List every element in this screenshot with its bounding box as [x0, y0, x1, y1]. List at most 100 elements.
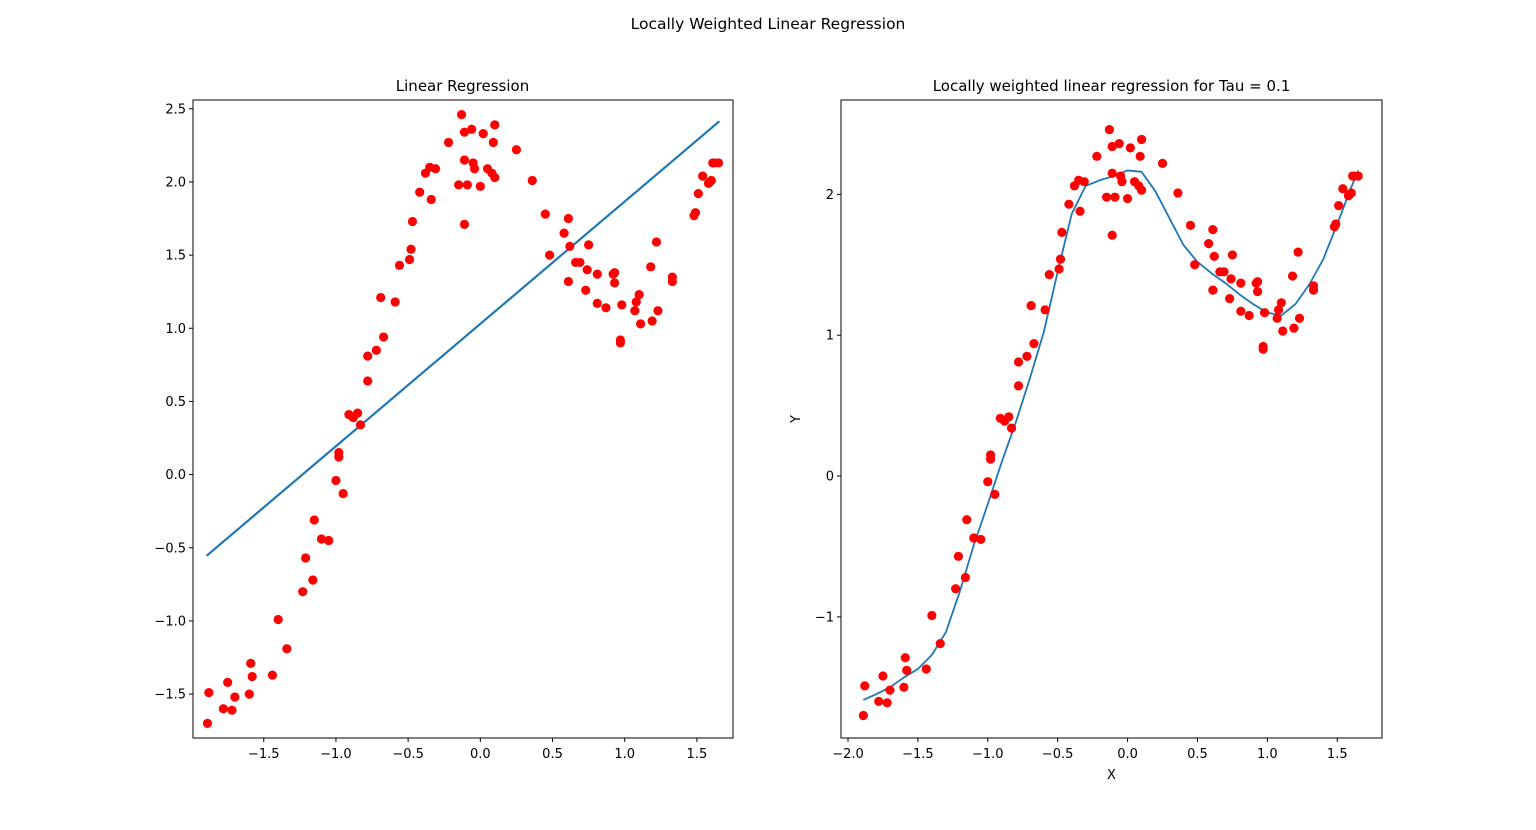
y-tick-label: 2.0 — [165, 175, 186, 190]
data-point — [902, 665, 912, 675]
data-point — [1107, 168, 1117, 178]
data-point — [634, 290, 644, 300]
regression-line — [205, 120, 721, 557]
data-point — [246, 658, 256, 668]
data-point — [1075, 206, 1085, 216]
data-point — [559, 228, 569, 238]
data-point — [1110, 192, 1120, 202]
data-point — [690, 208, 701, 218]
data-point — [581, 285, 591, 295]
y-tick-label: −1 — [815, 610, 834, 625]
x-tick-label: 0.0 — [1117, 747, 1138, 762]
data-point — [462, 180, 472, 190]
data-point — [1334, 201, 1344, 211]
data-point — [1259, 308, 1270, 318]
x-tick-label: −1.5 — [248, 747, 280, 762]
data-point — [1029, 339, 1039, 349]
data-point — [390, 297, 400, 307]
data-point — [1013, 357, 1024, 367]
data-point — [1244, 310, 1254, 321]
data-point — [1293, 247, 1303, 257]
plot-frame — [840, 99, 1383, 739]
data-point — [631, 297, 641, 307]
y-tick-label: 0.0 — [165, 468, 186, 483]
data-point — [394, 260, 405, 270]
data-point — [273, 614, 283, 625]
data-point — [874, 696, 884, 706]
data-point — [1022, 351, 1032, 361]
data-point — [223, 677, 233, 687]
data-point — [1278, 326, 1288, 336]
data-point — [218, 704, 228, 714]
data-point — [282, 644, 292, 654]
data-point — [1107, 230, 1117, 240]
data-point — [610, 278, 620, 288]
data-point — [363, 376, 373, 386]
data-point — [202, 718, 213, 728]
data-point — [1136, 185, 1147, 195]
x-tick-label: −0.5 — [392, 747, 424, 762]
figure-suptitle: Locally Weighted Linear Regression — [631, 15, 906, 33]
data-point — [698, 171, 708, 181]
data-point — [1272, 313, 1282, 323]
data-point — [899, 682, 909, 692]
y-tick-label: 0.5 — [165, 395, 186, 410]
data-point — [324, 535, 334, 546]
data-point — [592, 269, 602, 279]
data-point — [334, 452, 344, 462]
data-point — [953, 551, 964, 561]
data-point — [298, 587, 308, 597]
y-axis-label: Y — [789, 415, 804, 424]
data-point — [1026, 301, 1036, 311]
data-point — [563, 213, 574, 224]
data-point — [927, 610, 937, 621]
data-point — [921, 664, 931, 674]
data-point — [1054, 264, 1064, 274]
data-point — [1204, 239, 1214, 249]
data-point — [601, 303, 611, 313]
data-point — [1225, 293, 1235, 304]
data-point — [244, 689, 254, 699]
data-point — [1236, 306, 1246, 316]
data-points — [858, 124, 1363, 721]
data-point — [882, 698, 892, 708]
data-point — [951, 584, 961, 594]
data-point — [1102, 192, 1112, 202]
data-point — [985, 454, 996, 464]
chart-title: Locally weighted linear regression for T… — [933, 77, 1291, 95]
data-point — [309, 515, 319, 525]
data-point — [584, 240, 594, 250]
x-tick-label: −0.5 — [1042, 747, 1074, 762]
data-point — [467, 124, 477, 134]
y-axis: −1 0 1 2 — [815, 188, 841, 625]
data-point — [1104, 124, 1115, 135]
data-point — [406, 244, 416, 254]
data-point — [617, 300, 627, 310]
data-point — [1276, 298, 1286, 308]
data-point — [615, 338, 625, 348]
data-point — [1236, 278, 1246, 288]
y-tick-label: 0 — [826, 470, 834, 485]
data-point — [667, 276, 677, 287]
data-point — [1006, 423, 1017, 433]
x-tick-label: 1.0 — [614, 747, 635, 762]
data-point — [1107, 141, 1117, 152]
y-tick-label: 1.5 — [165, 249, 186, 264]
data-point — [563, 276, 574, 287]
data-point — [454, 180, 464, 190]
data-point — [430, 164, 441, 174]
data-point — [858, 710, 868, 721]
data-point — [900, 653, 910, 663]
x-tick-label: −1.0 — [972, 747, 1004, 762]
data-point — [582, 265, 592, 275]
fit-curve — [863, 169, 1360, 701]
data-point — [1258, 344, 1268, 354]
data-point — [301, 553, 311, 563]
data-point — [227, 705, 237, 715]
data-point — [1190, 260, 1200, 270]
data-point — [693, 189, 703, 199]
lwlr-curve — [863, 169, 1360, 701]
data-point — [1135, 151, 1145, 161]
data-point — [647, 316, 657, 326]
data-point — [990, 489, 1000, 499]
